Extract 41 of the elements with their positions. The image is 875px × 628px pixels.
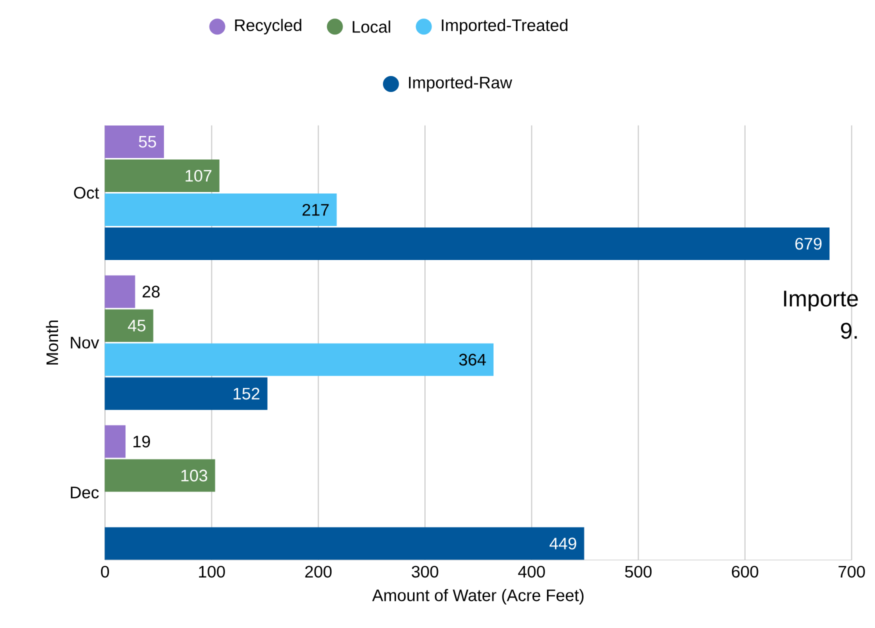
data-label: 364: [459, 354, 486, 366]
data-label: 103: [181, 470, 208, 482]
legend-label: Recycled: [235, 18, 302, 34]
data-label: 55: [138, 136, 156, 148]
bar: [104, 309, 154, 342]
x-tick-label: 200: [305, 566, 332, 578]
x-tick-label: 0: [101, 566, 109, 578]
legend-label: Imported-Treated: [442, 18, 568, 34]
bar: [104, 160, 220, 192]
y-tick-label: Oct: [74, 186, 100, 199]
x-tick-label: 700: [838, 566, 865, 578]
bar: [104, 343, 494, 376]
data-label: 152: [234, 388, 260, 400]
bar: [104, 126, 164, 158]
data-label: 449: [550, 538, 576, 550]
x-tick-label: 600: [732, 566, 758, 578]
x-tick-label: 100: [199, 566, 225, 578]
data-label: 45: [128, 320, 146, 332]
data-label: 28: [142, 286, 160, 298]
annotation: 9.: [841, 322, 857, 339]
y-tick-label: Dec: [70, 486, 99, 498]
bar: [104, 275, 136, 308]
bar: [104, 194, 337, 226]
bar: [104, 527, 584, 560]
legend-label: Imported-Raw: [409, 76, 512, 92]
x-tick-label: 500: [625, 566, 652, 578]
bar: [104, 228, 830, 260]
x-axis-title: Amount of Water (Acre Feet): [372, 588, 584, 605]
bar: [104, 425, 126, 458]
bar: [104, 459, 216, 492]
data-label: 679: [795, 238, 822, 250]
x-tick-label: 400: [518, 566, 545, 578]
data-label: 217: [302, 204, 329, 216]
x-tick-label: 300: [412, 566, 438, 578]
legend-label: Local: [352, 20, 390, 33]
bar: [104, 377, 268, 410]
y-tick-label: Nov: [70, 336, 100, 348]
data-label: 107: [186, 170, 212, 182]
y-axis-title: Month: [46, 320, 58, 364]
data-label: 19: [133, 436, 150, 448]
annotation: Importe: [784, 290, 858, 312]
